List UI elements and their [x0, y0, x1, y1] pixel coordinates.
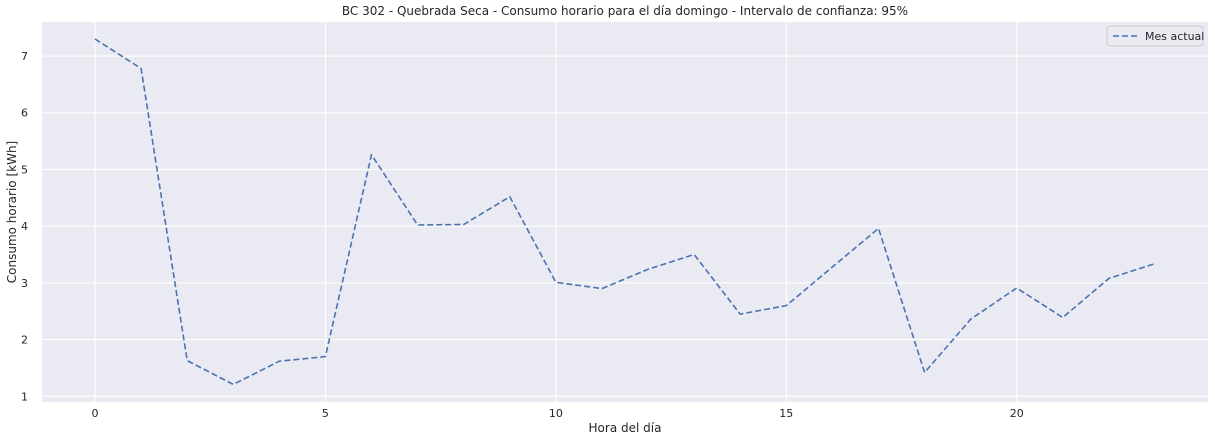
x-tick-label: 15: [779, 407, 793, 420]
x-tick-label: 10: [549, 407, 563, 420]
data-point-22: [1106, 275, 1112, 281]
y-tick-label: 2: [21, 334, 28, 347]
gridlines: [42, 22, 1208, 402]
series-line-0: [94, 38, 1156, 386]
x-tick-label: 20: [1010, 407, 1024, 420]
data-point-17: [875, 225, 881, 231]
x-tick-label: 0: [92, 407, 99, 420]
y-axis-title: Consumo horario [kWh]: [5, 141, 19, 283]
y-tick-label: 4: [21, 220, 28, 233]
data-point-10: [553, 279, 559, 285]
data-point-4: [276, 358, 282, 364]
y-axis-ticks: 1 2 3 4 5 6 7: [21, 50, 28, 403]
data-point-20: [1014, 285, 1020, 291]
legend-label: Mes actual: [1145, 30, 1204, 43]
data-point-21: [1060, 314, 1066, 320]
data-point-12: [645, 266, 651, 272]
data-point-15: [783, 303, 789, 309]
data-point-1: [138, 66, 144, 72]
x-axis-ticks: 0 5 10 15 20: [92, 407, 1024, 420]
data-point-8: [461, 221, 467, 227]
y-tick-label: 3: [21, 277, 28, 290]
data-point-18: [922, 370, 928, 376]
data-point-5: [322, 354, 328, 360]
data-point-23: [1152, 261, 1158, 267]
data-point-2: [184, 358, 190, 364]
x-tick-label: 5: [322, 407, 329, 420]
data-point-16: [829, 264, 835, 270]
y-tick-label: 5: [21, 163, 28, 176]
data-point-14: [737, 311, 743, 317]
data-point-19: [968, 316, 974, 322]
legend-box: [1106, 25, 1204, 47]
chart-title: BC 302 - Quebrada Seca - Consumo horario…: [342, 4, 908, 18]
data-point-3: [230, 381, 236, 387]
data-point-6: [369, 152, 375, 158]
y-tick-label: 7: [21, 50, 28, 63]
data-point-0: [92, 36, 98, 42]
legend: Mes actual: [1106, 25, 1204, 47]
plot-area: [42, 22, 1208, 402]
x-axis-title: Hora del día: [589, 421, 662, 435]
data-point-11: [599, 286, 605, 292]
data-point-7: [415, 222, 421, 228]
series-layer: [92, 36, 1158, 387]
data-point-9: [507, 194, 513, 200]
y-tick-label: 6: [21, 107, 28, 120]
y-tick-label: 1: [21, 390, 28, 403]
data-point-13: [691, 252, 697, 258]
